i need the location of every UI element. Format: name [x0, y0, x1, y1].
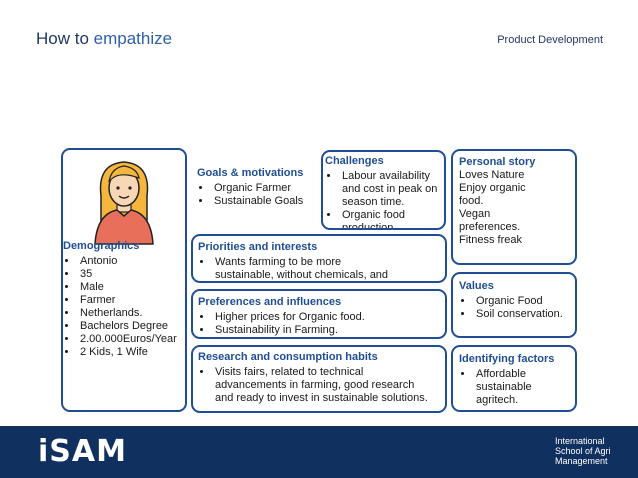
- goals-heading: Goals & motivations: [197, 167, 304, 179]
- persona-avatar: [94, 161, 154, 245]
- preferences-card: Preferences and influences Higher prices…: [191, 289, 447, 339]
- priorities-heading: Priorities and interests: [198, 241, 318, 253]
- values-card: Values Organic Food Soil conservation.: [451, 272, 577, 338]
- demographics-card: Demographics Antonio 35 Male Farmer Neth…: [61, 148, 187, 412]
- preference-item: Higher prices for Organic food.: [213, 311, 440, 324]
- footer-bar: [0, 426, 638, 478]
- personal-story-line: Loves Nature: [459, 169, 525, 181]
- personal-story-line: preferences.: [459, 221, 521, 233]
- demographic-item: Bachelors Degree: [78, 320, 187, 333]
- school-name: International School of Agri Management: [555, 436, 611, 466]
- page-title: How to empathize: [36, 29, 172, 49]
- priority-item: Wants farming to be more sustainable, wi…: [213, 256, 393, 281]
- title-part2: empathize: [93, 29, 173, 48]
- preferences-heading: Preferences and influences: [198, 296, 342, 308]
- personal-story-line: Fitness freak: [459, 234, 522, 246]
- personal-story-card: Personal story Loves Nature Enjoy organi…: [451, 149, 577, 265]
- challenges-heading: Challenges: [325, 155, 384, 167]
- demographic-item: 35: [78, 268, 187, 281]
- isam-logo: iSAM: [38, 434, 127, 469]
- challenges-card: Challenges Labour availability and cost …: [321, 150, 446, 230]
- personal-story-line: Vegan: [459, 208, 491, 220]
- challenge-item: Labour availability and cost in peak on …: [340, 170, 442, 209]
- identifying-card: Identifying factors Affordable sustainab…: [451, 345, 577, 412]
- identifying-heading: Identifying factors: [459, 353, 555, 365]
- school-name-line: Management: [555, 456, 608, 466]
- research-item: Visits fairs, related to technical advan…: [213, 366, 428, 405]
- identifying-item: Affordable sustainable agritech.: [474, 368, 544, 407]
- demographic-item: Antonio: [78, 255, 187, 268]
- priorities-card: Priorities and interests Wants farming t…: [191, 234, 447, 283]
- preference-item: Sustainability in Farming.: [213, 324, 440, 337]
- goal-item: Organic Farmer: [212, 182, 317, 195]
- title-part1: How to: [36, 29, 89, 48]
- research-card: Research and consumption habits Visits f…: [191, 345, 447, 413]
- goals-section: Goals & motivations Organic Farmer Susta…: [197, 167, 317, 208]
- personal-story-heading: Personal story: [459, 156, 536, 168]
- values-heading: Values: [459, 280, 494, 292]
- school-name-line: School of Agri: [555, 446, 611, 456]
- school-name-line: International: [555, 436, 605, 446]
- value-item: Organic Food: [474, 295, 569, 308]
- personal-story-line: Enjoy organic: [459, 182, 526, 194]
- personal-story-line: food.: [459, 195, 484, 207]
- research-heading: Research and consumption habits: [198, 351, 378, 363]
- demographic-item: Male: [78, 281, 187, 294]
- challenge-item: Organic food production.: [340, 209, 442, 228]
- value-item: Soil conservation.: [474, 308, 569, 321]
- demographic-item: 2.00.000Euros/Year: [78, 333, 187, 346]
- demographic-item: 2 Kids, 1 Wife: [78, 346, 187, 359]
- demographic-item: Netherlands.: [78, 307, 187, 320]
- demographics-heading: Demographics: [63, 240, 140, 252]
- demographic-item: Farmer: [78, 294, 187, 307]
- goal-item: Sustainable Goals: [212, 195, 317, 208]
- header-tag: Product Development: [497, 34, 603, 46]
